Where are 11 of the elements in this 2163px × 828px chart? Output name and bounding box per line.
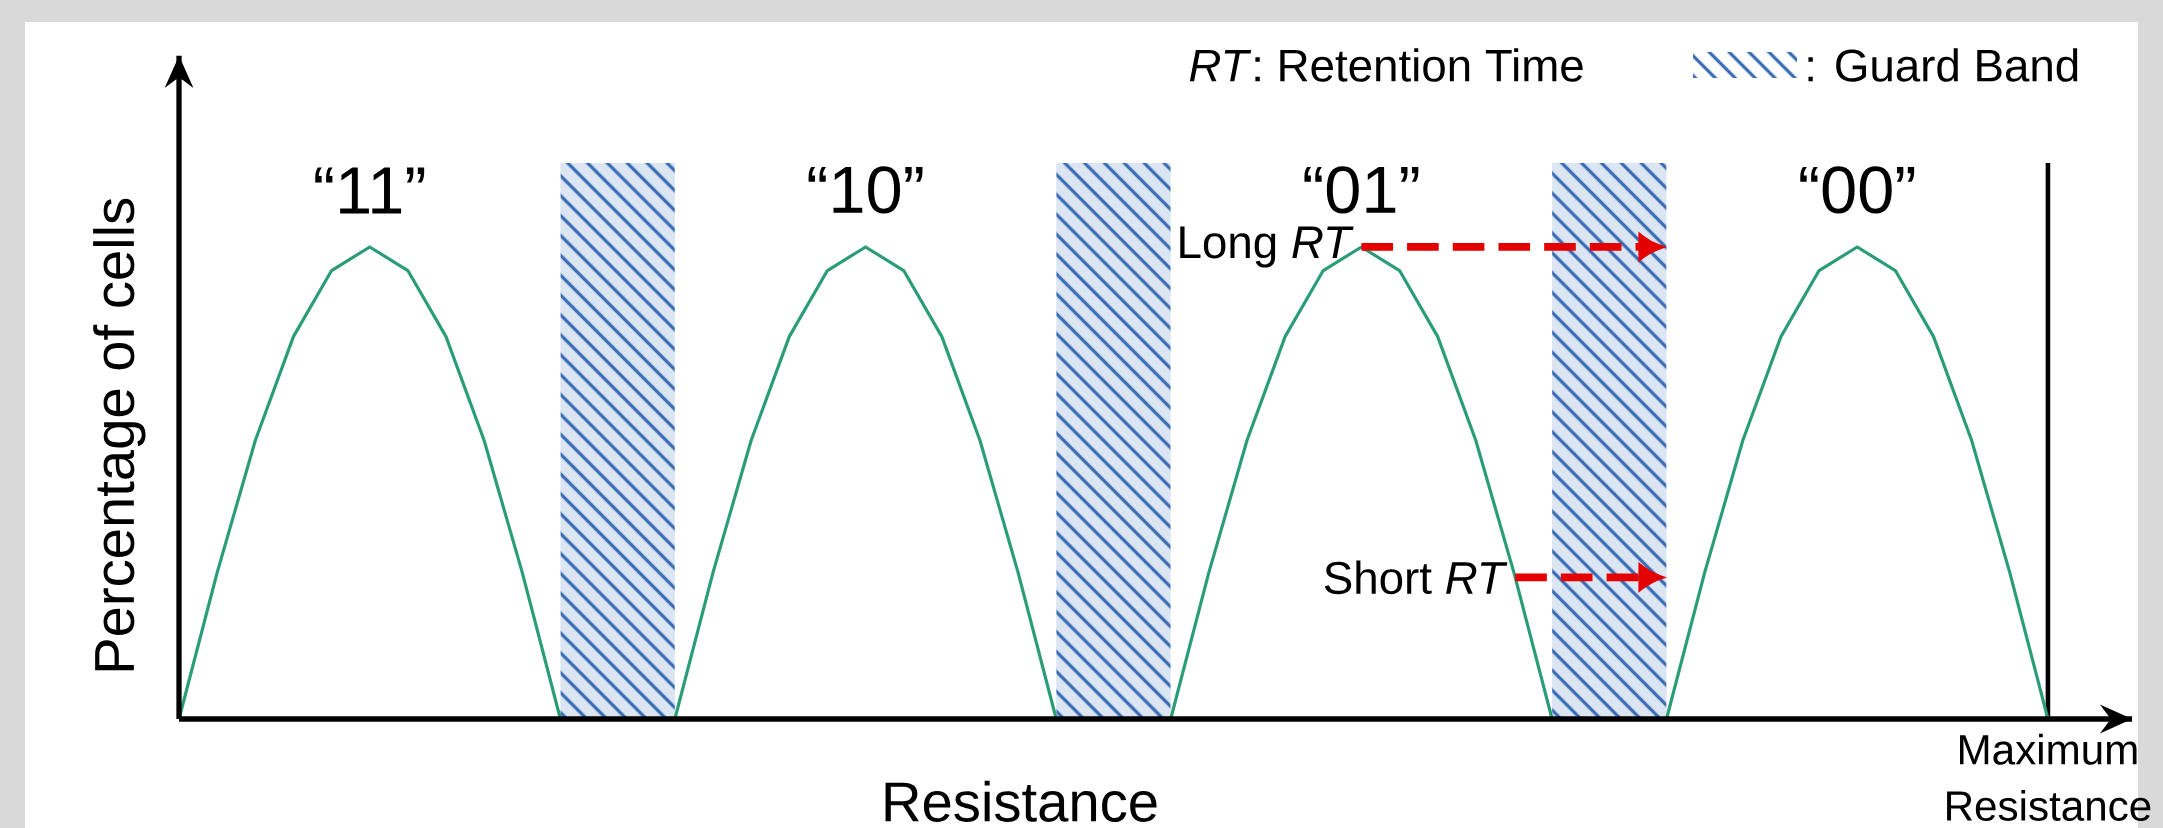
text: “00” bbox=[1800, 166, 1915, 214]
annotation: Short RT bbox=[1324, 560, 1508, 595]
text: “01” bbox=[1304, 166, 1419, 214]
text: Maximum Resistance bbox=[1947, 733, 2151, 821]
text: RT: Retention Time bbox=[1189, 48, 1583, 82]
text: “10” bbox=[808, 166, 923, 214]
y-axis-title: Percentage of cells bbox=[93, 198, 146, 671]
text: : Guard Band bbox=[1808, 48, 2078, 82]
annotation: Long RT bbox=[1180, 226, 1354, 268]
text: “11” bbox=[315, 167, 425, 214]
x-axis-title: Resistance bbox=[885, 780, 1157, 822]
